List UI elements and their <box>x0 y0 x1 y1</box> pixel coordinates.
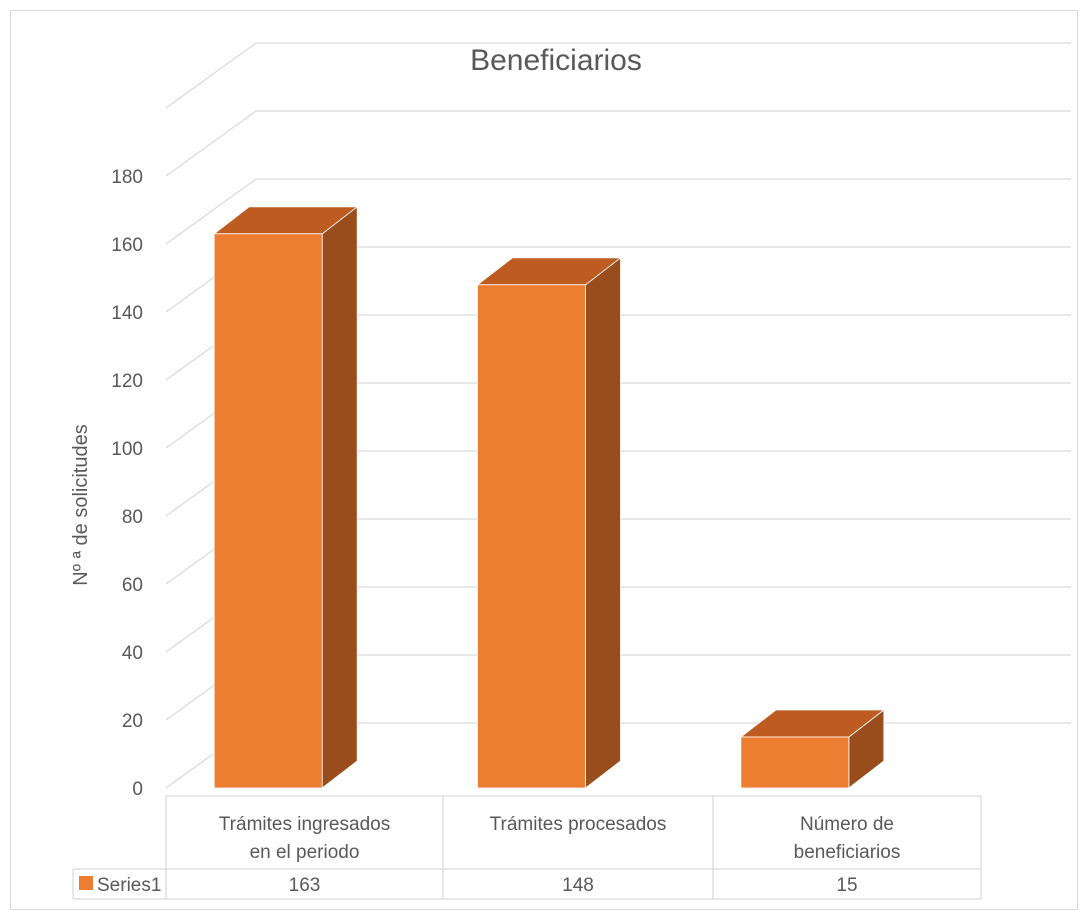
data-table-value: 148 <box>562 875 594 896</box>
data-table-value: 163 <box>289 875 321 896</box>
gridline <box>165 178 1071 245</box>
y-tick-label: 0 <box>132 779 143 800</box>
y-tick-labels: 0 20 40 60 80 100 120 140 160 180 <box>111 167 143 800</box>
bar-front <box>477 284 586 789</box>
bar-side <box>321 205 358 789</box>
y-tick-label: 20 <box>122 711 143 732</box>
y-tick-label: 140 <box>111 303 143 324</box>
y-tick-label: 60 <box>122 575 143 596</box>
y-tick-label: 40 <box>122 643 143 664</box>
y-tick-label: 120 <box>111 371 143 392</box>
gridline <box>165 110 1071 177</box>
bar <box>476 256 622 789</box>
bar-front <box>740 736 850 789</box>
x-category-label: en el periodo <box>250 842 360 863</box>
bar <box>739 709 886 789</box>
y-tick-label: 180 <box>111 167 143 188</box>
legend-series-name: Series1 <box>97 875 161 896</box>
data-table-value: 15 <box>836 875 857 896</box>
y-axis-label: Nº ª de solicitudes <box>70 424 92 585</box>
bar <box>213 205 359 789</box>
gridline <box>165 42 1071 109</box>
y-tick-label: 100 <box>111 439 143 460</box>
bar-front <box>213 233 323 789</box>
bar-side <box>585 256 621 789</box>
x-category-label: Trámites ingresados <box>219 814 390 835</box>
data-table: Trámites ingresados en el periodo Trámites… <box>72 795 982 900</box>
chart-canvas: Beneficiarios 0 20 40 60 80 100 120 140 160 180 N… <box>70 42 1071 900</box>
y-tick-label: 80 <box>122 507 143 528</box>
chart-frame: Beneficiarios 0 20 40 60 80 100 120 140 160 180 N… <box>10 10 1078 910</box>
y-tick-label: 160 <box>111 235 143 256</box>
legend-swatch <box>79 876 93 890</box>
bars <box>213 205 886 789</box>
x-category-label: Número de <box>800 814 894 835</box>
x-category-label: Trámites procesados <box>490 814 667 835</box>
x-category-label: beneficiarios <box>794 842 901 863</box>
chart-title: Beneficiarios <box>470 44 642 77</box>
